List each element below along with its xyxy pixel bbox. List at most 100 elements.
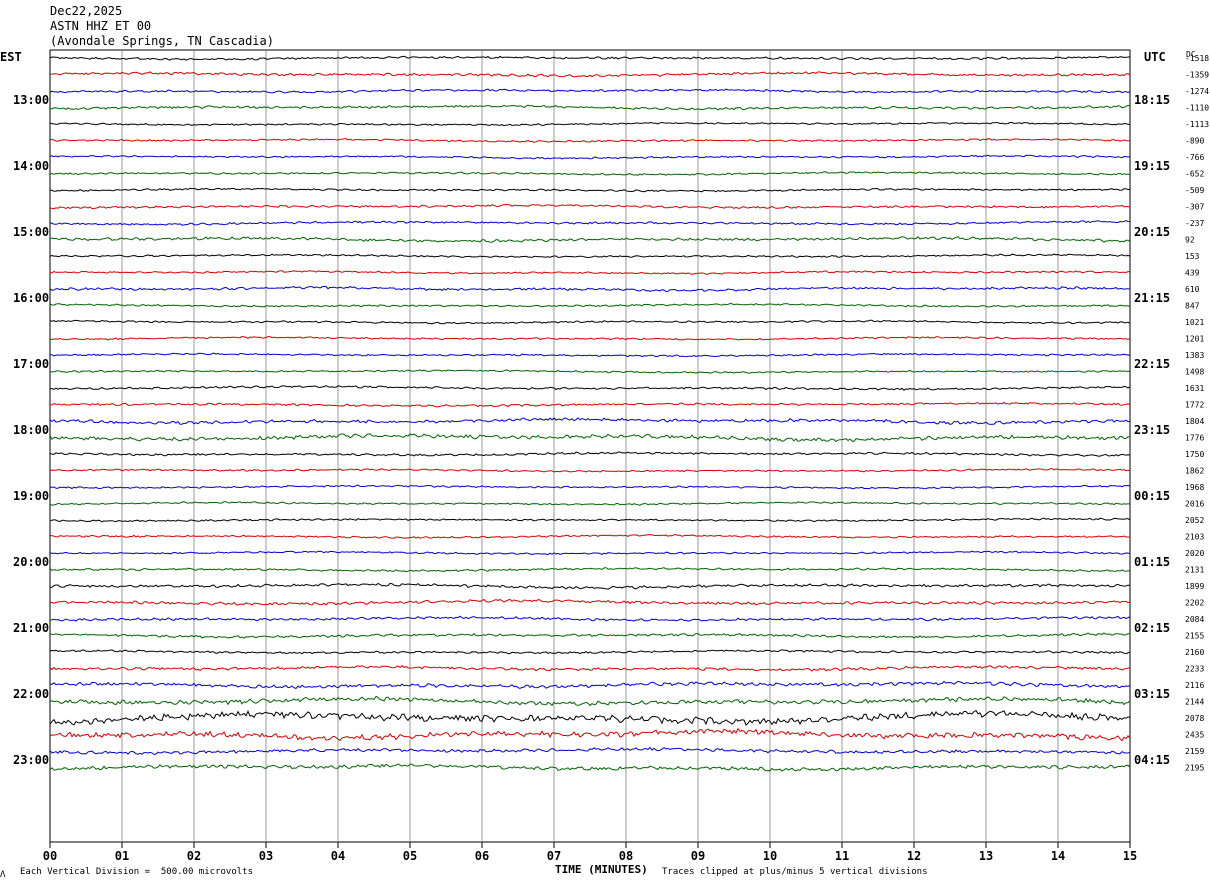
dc-offset-label: 2116	[1185, 681, 1204, 690]
seismic-trace-row	[49, 401, 1131, 408]
left-hour-label: 17:00	[13, 357, 49, 371]
seismic-trace-row	[49, 680, 1131, 690]
right-timezone-label: UTC	[1144, 50, 1166, 64]
seismic-traces	[49, 55, 1131, 772]
dc-offset-label: -890	[1185, 137, 1204, 146]
seismic-trace-row	[49, 138, 1131, 143]
left-hour-label: 19:00	[13, 489, 49, 503]
dc-offset-label: 2020	[1185, 549, 1204, 558]
dc-offset-label: 2103	[1185, 533, 1204, 542]
seismic-trace-row	[49, 270, 1131, 275]
right-hour-label: 04:15	[1134, 753, 1170, 767]
seismic-trace-row	[49, 220, 1131, 226]
x-tick-label: 03	[259, 849, 273, 863]
chart-station: ASTN HHZ ET 00	[50, 19, 152, 33]
dc-offset-label: 2202	[1185, 599, 1204, 608]
x-tick-label: 00	[43, 849, 57, 863]
x-tick-label: 09	[691, 849, 705, 863]
dc-offset-label: -1113	[1185, 120, 1209, 129]
left-hour-label: 14:00	[13, 159, 49, 173]
dc-offset-label: 153	[1185, 252, 1200, 261]
dc-offset-label: 2195	[1185, 764, 1204, 773]
seismic-trace-row	[49, 665, 1131, 672]
dc-offset-label: -307	[1185, 203, 1204, 212]
minute-grid	[49, 49, 1131, 848]
seismic-trace-row	[49, 369, 1131, 374]
left-hour-label: 21:00	[13, 621, 49, 635]
axis-labels: 00 01 02 03 04 05 06 07 08 09 10 11 12 13 14 15 -1518 -13…	[13, 54, 1209, 863]
dc-offset-label: 1772	[1185, 401, 1204, 410]
dc-offset-label: 1201	[1185, 335, 1204, 344]
right-hour-label: 21:15	[1134, 291, 1170, 305]
seismic-trace-row	[49, 187, 1131, 193]
dc-offset-label: 2052	[1185, 516, 1204, 525]
x-axis-title: TIME (MINUTES)	[555, 863, 648, 876]
dc-offset-label: 2233	[1185, 665, 1204, 674]
seismic-trace-row	[49, 285, 1131, 293]
seismic-trace-row	[49, 550, 1131, 556]
seismic-trace-row	[49, 235, 1131, 243]
seismic-trace-row	[49, 501, 1131, 506]
left-hour-label: 20:00	[13, 555, 49, 569]
dc-column-label: DC	[1186, 50, 1196, 59]
right-hour-label: 03:15	[1134, 687, 1170, 701]
seismic-trace-row	[49, 335, 1131, 341]
x-tick-label: 14	[1051, 849, 1065, 863]
dc-offset-label: 1383	[1185, 351, 1204, 360]
dc-offset-label: 1776	[1185, 434, 1204, 443]
dc-offset-label: -1518	[1185, 54, 1209, 63]
dc-offset-label: 1968	[1185, 483, 1204, 492]
right-hour-label: 20:15	[1134, 225, 1170, 239]
seismic-trace-row	[50, 352, 1131, 358]
x-tick-label: 11	[835, 849, 849, 863]
x-tick-label: 04	[331, 849, 345, 863]
x-tick-label: 15	[1123, 849, 1137, 863]
left-hour-label: 23:00	[13, 753, 49, 767]
x-tick-label: 10	[763, 849, 777, 863]
dc-offset-label: 610	[1185, 285, 1200, 294]
seismic-trace-row	[49, 154, 1131, 160]
seismic-trace-row	[49, 385, 1131, 391]
seismic-trace-row	[49, 104, 1131, 111]
right-hour-label: 23:15	[1134, 423, 1170, 437]
dc-offset-label: -766	[1185, 153, 1204, 162]
left-hour-label: 18:00	[13, 423, 49, 437]
dc-offset-label: 2160	[1185, 648, 1204, 657]
dc-offset-label: 439	[1185, 269, 1200, 278]
dc-offset-label: -509	[1185, 186, 1204, 195]
dc-offset-label: 1862	[1185, 467, 1204, 476]
seismic-trace-row	[49, 615, 1131, 622]
dc-offset-label: 92	[1185, 236, 1195, 245]
x-tick-label: 08	[619, 849, 633, 863]
seismic-trace-row	[49, 649, 1131, 655]
x-tick-label: 07	[547, 849, 561, 863]
right-hour-label: 19:15	[1134, 159, 1170, 173]
seismic-trace-row	[49, 88, 1131, 94]
right-hour-label: 02:15	[1134, 621, 1170, 635]
right-hour-label: 00:15	[1134, 489, 1170, 503]
dc-offset-label: 2078	[1185, 714, 1204, 723]
seismic-trace-row	[49, 567, 1131, 573]
dc-offset-label: 1899	[1185, 582, 1204, 591]
left-hour-label: 16:00	[13, 291, 49, 305]
dc-offset-label: 2155	[1185, 632, 1204, 641]
dc-offset-label: 2435	[1185, 731, 1204, 740]
dc-offset-label: -1274	[1185, 87, 1209, 96]
dc-offset-label: 1750	[1185, 450, 1204, 459]
plot-frame	[49, 49, 1131, 843]
seismic-trace-row	[49, 727, 1131, 742]
scale-note: Each Vertical Division = 500.00 microvol…	[20, 867, 253, 877]
seismic-trace-row	[49, 121, 1131, 127]
left-timezone-label: EST	[0, 50, 22, 64]
dc-offset-label: 2131	[1185, 566, 1204, 575]
dc-offset-label: -1110	[1185, 104, 1209, 113]
clip-note: Traces clipped at plus/minus 5 vertical …	[662, 867, 928, 877]
seismic-trace-row	[49, 534, 1131, 539]
x-tick-label: 13	[979, 849, 993, 863]
dc-offset-label: 1631	[1185, 384, 1204, 393]
seismic-trace-row	[49, 451, 1131, 457]
seismic-trace-row	[49, 171, 1131, 176]
seismic-trace-row	[49, 253, 1131, 259]
left-hour-label: 15:00	[13, 225, 49, 239]
